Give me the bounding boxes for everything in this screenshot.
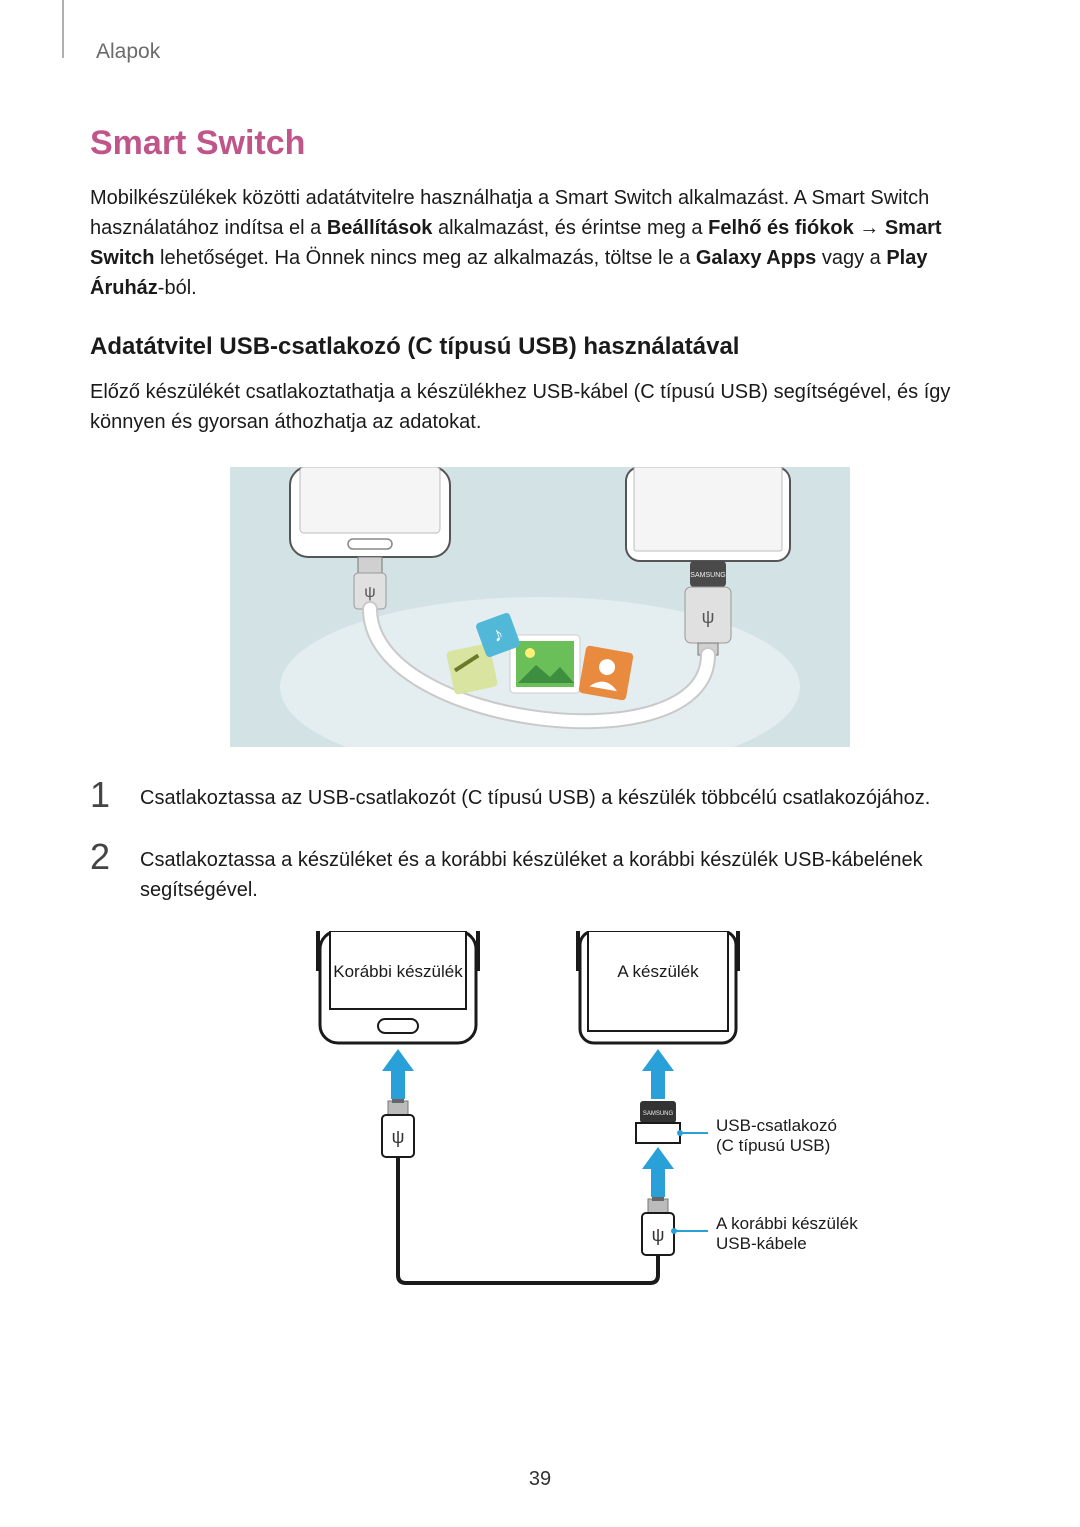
intro-text-2: alkalmazást, és érintse meg a bbox=[432, 217, 708, 239]
page-rule bbox=[62, 0, 64, 58]
sub-paragraph: Előző készülékét csatlakoztathatja a kés… bbox=[90, 377, 990, 437]
svg-text:SAMSUNG: SAMSUNG bbox=[643, 1111, 674, 1117]
breadcrumb: Alapok bbox=[96, 40, 990, 64]
svg-text:ψ: ψ bbox=[364, 584, 375, 601]
svg-text:Korábbi készülék: Korábbi készülék bbox=[333, 962, 463, 981]
step-number: 1 bbox=[90, 777, 120, 813]
intro-text-5: -ból. bbox=[158, 277, 197, 299]
intro-arrow: → bbox=[854, 217, 885, 239]
svg-text:USB-csatlakozó: USB-csatlakozó bbox=[716, 1116, 837, 1135]
step-text: Csatlakoztassa a készüléket és a korábbi… bbox=[140, 839, 990, 905]
svg-text:ψ: ψ bbox=[702, 607, 715, 627]
svg-text:A korábbi készülék: A korábbi készülék bbox=[716, 1214, 858, 1233]
figure-transfer-illustration: ψSAMSUNGψ♪ bbox=[230, 467, 850, 747]
intro-paragraph: Mobilkészülékek közötti adatátvitelre ha… bbox=[90, 183, 990, 303]
page-content: Alapok Smart Switch Mobilkészülékek közö… bbox=[0, 0, 1080, 1291]
page-number: 39 bbox=[0, 1468, 1080, 1491]
step-number: 2 bbox=[90, 839, 120, 875]
step-item: 1 Csatlakoztassa az USB-csatlakozót (C t… bbox=[90, 777, 990, 813]
intro-bold-2: Felhő és fiókok bbox=[708, 217, 854, 239]
intro-text-4: vagy a bbox=[816, 247, 886, 269]
svg-text:USB-kábele: USB-kábele bbox=[716, 1234, 807, 1253]
steps-list: 1 Csatlakoztassa az USB-csatlakozót (C t… bbox=[90, 777, 990, 905]
intro-bold-1: Beállítások bbox=[327, 217, 433, 239]
svg-text:A készülék: A készülék bbox=[617, 962, 699, 981]
svg-text:(C típusú USB): (C típusú USB) bbox=[716, 1136, 830, 1155]
intro-text-3: lehetőséget. Ha Önnek nincs meg az alkal… bbox=[154, 247, 695, 269]
svg-text:ψ: ψ bbox=[392, 1127, 405, 1147]
svg-text:ψ: ψ bbox=[652, 1225, 665, 1245]
intro-bold-4: Galaxy Apps bbox=[696, 247, 816, 269]
svg-text:SAMSUNG: SAMSUNG bbox=[690, 572, 725, 579]
page-title: Smart Switch bbox=[90, 124, 990, 163]
figure-connection-diagram: Korábbi készülék ψ A készülék SAMSUNG USB-cs… bbox=[180, 931, 900, 1291]
step-item: 2 Csatlakoztassa a készüléket és a koráb… bbox=[90, 839, 990, 905]
step-text: Csatlakoztassa az USB-csatlakozót (C típ… bbox=[140, 777, 930, 813]
subheading: Adatátvitel USB-csatlakozó (C típusú USB… bbox=[90, 333, 990, 361]
